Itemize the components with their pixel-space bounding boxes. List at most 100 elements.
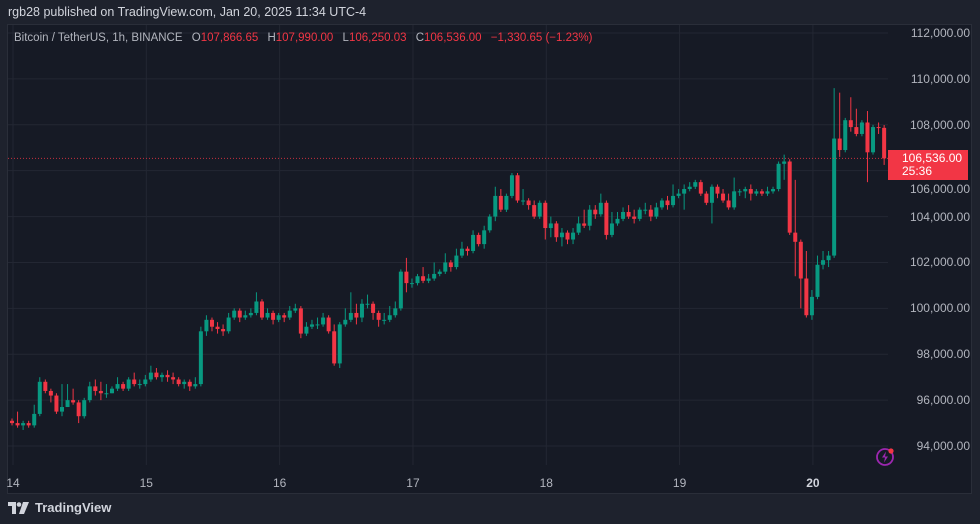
candles	[10, 88, 887, 430]
candle-body	[582, 223, 587, 226]
candle-body	[304, 326, 309, 334]
candle-body	[571, 232, 576, 240]
time-tick-label: 17	[406, 476, 420, 490]
candle-up	[737, 189, 742, 196]
candle-body	[326, 317, 331, 332]
candle-body	[87, 386, 92, 401]
candle-up	[537, 200, 542, 219]
candle-body	[187, 381, 192, 387]
candle-body	[254, 301, 259, 313]
candle-up	[126, 377, 131, 391]
candle-body	[382, 319, 387, 321]
candle-body	[487, 216, 492, 231]
candle-up	[454, 248, 459, 270]
candle-down	[48, 388, 53, 403]
candle-up	[232, 308, 237, 320]
price-tick-label: 94,000.00	[916, 439, 970, 454]
candle-body	[721, 193, 726, 201]
time-tick-label: 16	[272, 476, 287, 490]
candle-down	[759, 189, 764, 196]
candle-body	[376, 312, 381, 320]
candle-body	[521, 200, 526, 202]
candle-up	[348, 292, 353, 323]
candle-up	[315, 317, 320, 330]
candle-up	[859, 120, 864, 137]
time-tick-label: 18	[539, 476, 553, 490]
tradingview-footer[interactable]: TradingView	[8, 500, 111, 515]
symbol-title[interactable]: Bitcoin / TetherUS, 1h, BINANCE	[14, 32, 183, 44]
open-value: 107,866.65	[200, 32, 259, 44]
candle-down	[271, 310, 276, 325]
candle-down	[582, 209, 587, 229]
candle-body	[548, 223, 553, 229]
candle-down	[565, 230, 570, 245]
candle-body	[559, 232, 564, 238]
candle-body	[587, 209, 592, 226]
footer-brand: TradingView	[35, 500, 112, 515]
candle-down	[404, 257, 409, 293]
candle-down	[326, 315, 331, 334]
candle-up	[754, 189, 759, 196]
candle-body	[93, 386, 98, 391]
last-price-value: 106,536.00	[902, 151, 963, 166]
candle-body	[698, 182, 703, 194]
candle-body	[98, 390, 103, 394]
candle-up	[309, 319, 314, 330]
candle-body	[76, 402, 81, 417]
candle-body	[226, 317, 231, 332]
candle-down	[848, 97, 853, 132]
candle-up	[548, 216, 553, 238]
candle-body	[748, 189, 753, 194]
high-label: H	[267, 32, 276, 44]
candle-down	[804, 250, 809, 318]
candle-down	[715, 184, 720, 199]
candle-down	[882, 125, 887, 165]
candle-body	[248, 312, 253, 316]
lightning-alert-icon[interactable]	[875, 447, 895, 467]
candle-body	[465, 248, 470, 251]
candle-down	[498, 189, 503, 212]
chart-panel[interactable]	[7, 24, 972, 494]
candle-body	[282, 315, 287, 318]
candle-body	[782, 161, 787, 164]
candle-body	[643, 209, 648, 211]
candle-up	[832, 88, 837, 258]
candle-up	[815, 255, 820, 300]
grid	[8, 25, 888, 465]
candle-up	[248, 308, 253, 318]
candle-up	[226, 312, 231, 334]
candle-body	[859, 122, 864, 134]
candle-up	[671, 184, 676, 208]
candle-body	[104, 393, 109, 395]
candle-down	[837, 92, 842, 157]
candle-body	[687, 186, 692, 190]
candle-body	[471, 234, 476, 251]
candle-down	[176, 377, 181, 387]
candle-down	[421, 267, 426, 284]
candle-body	[354, 312, 359, 318]
candle-down	[98, 381, 103, 401]
candle-body	[848, 120, 853, 128]
candle-body	[276, 315, 281, 320]
candle-body	[882, 127, 887, 159]
candle-body	[454, 255, 459, 268]
candle-body	[498, 195, 503, 210]
candle-body	[726, 200, 731, 208]
candle-body	[48, 390, 53, 396]
candle-body	[654, 207, 659, 217]
candle-body	[148, 372, 153, 380]
candle-up	[571, 228, 576, 245]
candle-body	[704, 193, 709, 203]
close-label: C	[415, 32, 425, 44]
candle-up	[182, 379, 187, 389]
candle-up	[521, 189, 526, 206]
candle-down	[15, 411, 20, 428]
candle-body	[176, 379, 181, 385]
candle-body	[543, 202, 548, 229]
candle-down	[187, 379, 192, 391]
candle-up	[654, 202, 659, 219]
candle-up	[276, 312, 281, 323]
candle-up	[265, 308, 270, 320]
candle-body	[198, 331, 203, 385]
